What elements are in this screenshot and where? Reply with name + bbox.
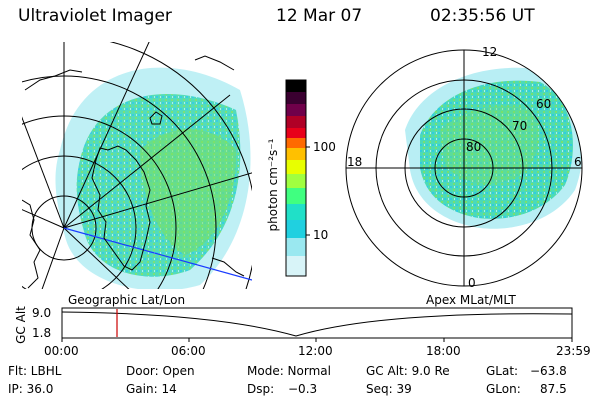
time-tick-4: 23:59 (556, 344, 591, 358)
time-tick-1: 06:00 (171, 344, 206, 358)
time-label: 02:35:56 UT (430, 6, 535, 26)
polar-mlt-bottom: 0 (468, 276, 476, 290)
date-label: 12 Mar 07 (276, 6, 363, 26)
dsp-value: −0.3 (288, 382, 318, 396)
polar-mlt-right: 6 (574, 155, 582, 169)
seq-value: Seq: 39 (366, 382, 412, 396)
glon-label: GLon: (486, 382, 521, 396)
dsp-label: Dsp: (247, 382, 275, 396)
ip-value: IP: 36.0 (8, 382, 54, 396)
filter-value: Flt: LBHL (8, 364, 62, 378)
polar-lat-60: 60 (536, 97, 552, 111)
polar-mlt-top: 12 (482, 45, 498, 59)
mode-value: Mode: Normal (247, 364, 331, 378)
colorbar (285, 79, 310, 277)
glat-label: GLat: (486, 364, 519, 378)
altitude-plot (61, 307, 573, 342)
colorbar-unit-label: photon cm⁻²s⁻¹ (266, 138, 280, 232)
polar-lat-70: 70 (512, 119, 528, 133)
instrument-title: Ultraviolet Imager (18, 6, 172, 26)
polar-lat-80: 80 (466, 140, 482, 154)
glat-value: −63.8 (530, 364, 567, 378)
time-tick-0: 00:00 (44, 344, 79, 358)
left-map-caption: Geographic Lat/Lon (68, 293, 186, 307)
time-tick-2: 12:00 (298, 344, 333, 358)
geographic-map (22, 42, 252, 289)
colorbar-tick-100: 100 (313, 140, 336, 154)
time-tick-3: 18:00 (426, 344, 461, 358)
altitude-ytick-low: 1.8 (32, 326, 52, 340)
gc-alt-value: GC Alt: 9.0 Re (366, 364, 450, 378)
altitude-ylabel: GC Alt (14, 306, 28, 344)
polar-map (345, 49, 583, 287)
polar-map-caption: Apex MLat/MLT (426, 293, 516, 307)
gain-value: Gain: 14 (126, 382, 177, 396)
altitude-curve (61, 311, 573, 337)
colorbar-tick-10: 10 (313, 228, 329, 242)
terminator-line (63, 227, 252, 281)
door-status: Door: Open (126, 364, 195, 378)
coastline (22, 55, 245, 289)
polar-mlt-left: 18 (347, 155, 363, 169)
glon-value: 87.5 (540, 382, 567, 396)
altitude-ytick-high: 9.0 (32, 306, 52, 320)
